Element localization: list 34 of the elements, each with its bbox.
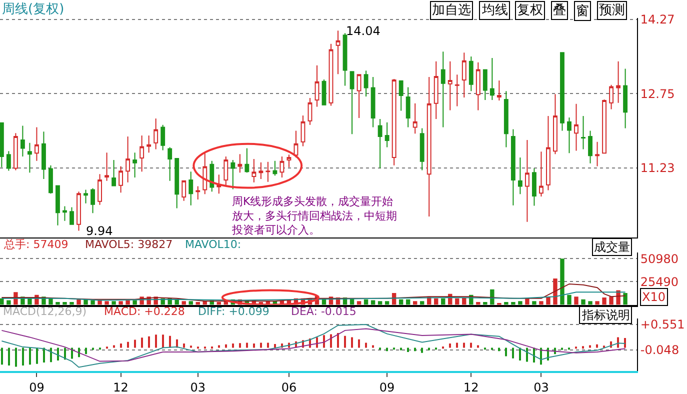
y-tick-label: 25490: [640, 274, 679, 289]
text: MAVOL5: 39827: [85, 238, 173, 251]
y-tick-label: 11.23: [640, 160, 675, 175]
chart-title: 周线(复权): [2, 2, 64, 17]
series-label: DEA: -0.015: [291, 305, 356, 318]
text: X10: [642, 290, 666, 304]
annotation: 指标说明: [581, 308, 630, 322]
text: DIFF: +0.099: [198, 305, 270, 318]
x-tick-label: 03: [190, 380, 206, 394]
x-tick-label: 12: [464, 380, 479, 394]
text: MACD: +0.228: [104, 305, 185, 318]
y-tick-label: 12.75: [640, 86, 675, 101]
annotation: 复权: [517, 3, 543, 18]
y-tick-label: +0.551: [640, 318, 685, 332]
annotation: 周K线形成多头发散，成交量开始放大，多头行情回档战法，中短期投资者可以介入。: [231, 195, 397, 237]
annotation: 9.94: [86, 224, 113, 238]
annotation: 成交量: [594, 240, 630, 254]
annotation: 窗: [576, 3, 589, 19]
annotation: 叠: [553, 3, 566, 18]
x-tick-label: 12: [113, 380, 128, 394]
y-tick-label: 14.27: [640, 12, 675, 27]
annotation: 加自选: [432, 3, 471, 18]
annotation: 均线: [481, 3, 508, 18]
annotation: 预测: [599, 3, 625, 18]
x-tick-label: 09: [379, 380, 395, 394]
x-tick-label: 03: [534, 380, 549, 394]
chart-title: MACD(12,26,9): [3, 305, 87, 318]
text: MAVOL10:: [185, 238, 242, 251]
text: 总手: 57409: [3, 238, 68, 251]
annotation: 14.04: [346, 24, 380, 38]
x-tick-label: 06: [281, 380, 297, 394]
y-tick-label: 50980: [640, 252, 679, 266]
y-tick-label: -0.048: [640, 342, 680, 357]
x-tick-label: 09: [29, 380, 44, 394]
